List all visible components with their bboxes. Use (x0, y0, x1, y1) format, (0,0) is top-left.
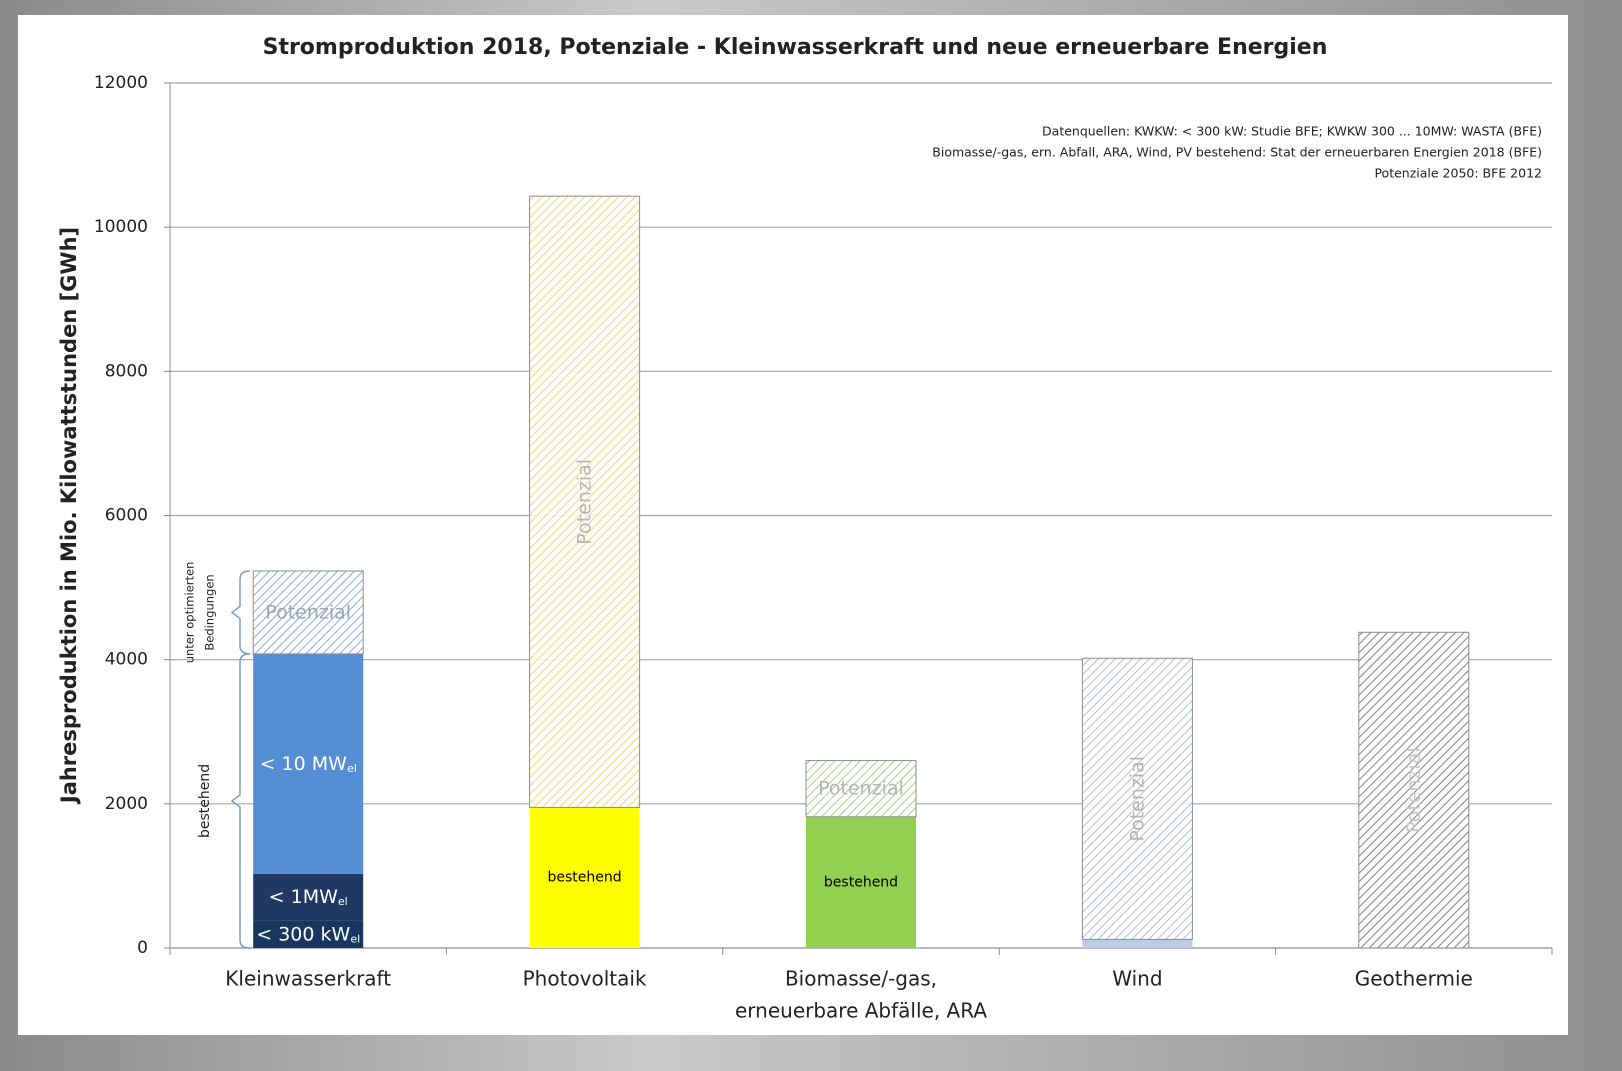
segment-label-text: < 10 MW (260, 752, 348, 774)
bracket-label: unter optimierten (183, 562, 197, 664)
segment-label: < 1MWel (269, 886, 348, 909)
bracket-label: bestehend (197, 764, 213, 838)
segment-label: Potenzial (818, 777, 904, 799)
bracket (230, 570, 251, 655)
y-tick-label: 10000 (94, 217, 148, 237)
y-axis-label: Jahresproduktion in Mio. Kilowattstunden… (57, 227, 81, 805)
segment-label-text: Potenzial (1402, 747, 1424, 833)
bar-segment (529, 195, 641, 808)
x-tick-label: Biomasse/-gas, (785, 967, 937, 991)
segment-label: Potenzial (573, 459, 595, 545)
segment-label-text: < 300 kW (256, 923, 350, 945)
segment-label: Potenzial (265, 601, 351, 623)
segment-label-text: Potenzial (265, 601, 351, 623)
segment-label-text: bestehend (824, 874, 898, 890)
bar-segment (253, 873, 364, 921)
bracket (230, 653, 251, 949)
chart-panel (18, 15, 1568, 1035)
segment-label-sub: el (347, 762, 357, 775)
x-tick-label: Kleinwasserkraft (225, 967, 391, 991)
y-tick-label: 0 (137, 938, 148, 958)
segment-label: bestehend (824, 874, 898, 890)
y-tick-label: 4000 (105, 650, 148, 670)
bar-segment (1082, 939, 1193, 948)
segment-label-text: bestehend (548, 870, 622, 886)
y-tick-label: 8000 (105, 361, 148, 381)
y-tick-label: 2000 (105, 794, 148, 814)
bar-segment (253, 920, 364, 948)
bracket-label: Bedingungen (203, 574, 217, 650)
segment-label-sub: el (338, 895, 348, 908)
segment-label-text: Potenzial (573, 459, 595, 545)
bar-segment (253, 653, 364, 874)
segment-label: < 300 kWel (256, 923, 360, 946)
segment-label-text: < 1MW (269, 886, 338, 908)
x-tick-label: Photovoltaik (523, 967, 647, 991)
segment-label: Potenzial (1402, 747, 1424, 833)
y-tick-label: 6000 (105, 506, 148, 526)
source-note: Biomasse/-gas, ern. Abfall, ARA, Wind, P… (932, 145, 1542, 160)
chart-title: Stromproduktion 2018, Potenziale - Klein… (263, 35, 1328, 60)
bar-segment (1081, 657, 1193, 940)
bar-segment (252, 570, 364, 655)
segment-label-text: Potenzial (818, 777, 904, 799)
source-note: Datenquellen: KWKW: < 300 kW: Studie BFE… (1042, 124, 1542, 139)
segment-label-sub: el (350, 932, 360, 945)
bar-segment (529, 807, 640, 948)
x-tick-label: Wind (1112, 967, 1162, 991)
y-tick-label: 12000 (94, 73, 148, 93)
segment-label: < 10 MWel (260, 752, 357, 775)
bar-segment (1358, 631, 1470, 949)
x-tick-label: Geothermie (1355, 967, 1473, 991)
bar-segment (806, 816, 916, 948)
segment-label-text: Potenzial (1126, 756, 1148, 842)
segment-label: bestehend (548, 870, 622, 886)
source-note: Potenziale 2050: BFE 2012 (1374, 166, 1542, 181)
bar-segment (805, 760, 917, 818)
x-tick-label: erneuerbare Abfälle, ARA (735, 999, 987, 1023)
segment-label: Potenzial (1126, 756, 1148, 842)
